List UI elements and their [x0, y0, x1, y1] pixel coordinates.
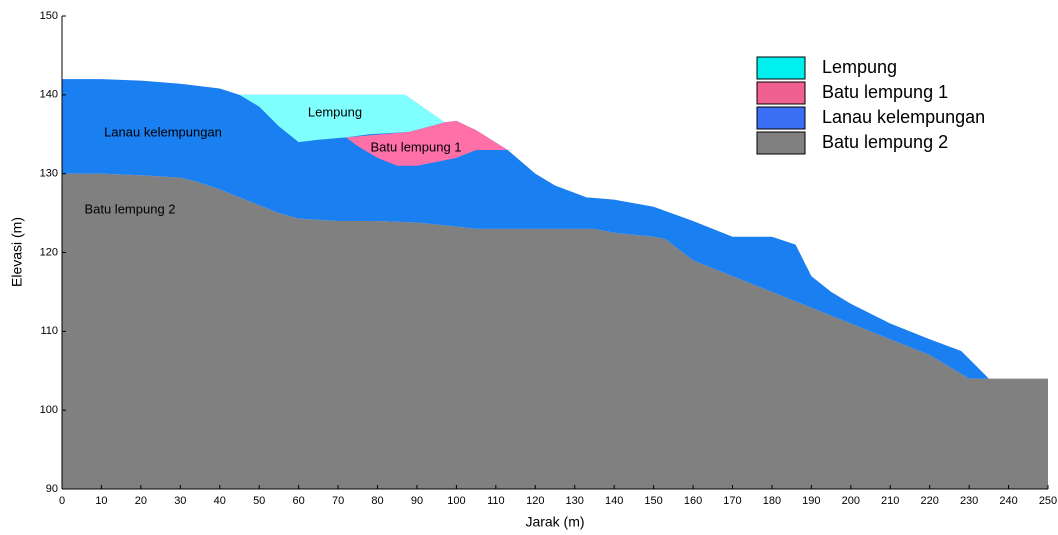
annotation: Batu lempung 2 — [84, 201, 175, 216]
x-tick-label: 220 — [921, 495, 939, 507]
annotation: Lempung — [308, 104, 362, 119]
x-tick-label: 10 — [95, 495, 107, 507]
y-axis-label: Elevasi (m) — [9, 217, 25, 287]
x-tick-label: 130 — [566, 495, 584, 507]
x-tick-label: 160 — [684, 495, 702, 507]
x-tick-label: 100 — [447, 495, 465, 507]
x-tick-label: 50 — [253, 495, 265, 507]
x-tick-label: 20 — [135, 495, 147, 507]
x-tick-label: 140 — [605, 495, 623, 507]
legend-label: Lempung — [822, 57, 897, 77]
x-tick-label: 190 — [802, 495, 820, 507]
legend-label: Batu lempung 1 — [822, 82, 948, 102]
x-tick-label: 150 — [644, 495, 662, 507]
x-tick-label: 250 — [1039, 495, 1057, 507]
x-tick-label: 200 — [842, 495, 860, 507]
x-tick-label: 180 — [763, 495, 781, 507]
y-tick-label: 120 — [40, 246, 58, 258]
y-tick-label: 110 — [40, 325, 58, 337]
x-tick-label: 0 — [59, 495, 65, 507]
y-tick-label: 140 — [40, 89, 58, 101]
x-tick-label: 210 — [881, 495, 899, 507]
legend-label: Batu lempung 2 — [822, 132, 948, 152]
legend-label: Lanau kelempungan — [822, 107, 985, 127]
x-tick-label: 70 — [332, 495, 344, 507]
y-tick-label: 90 — [46, 483, 58, 495]
legend-swatch — [757, 132, 805, 154]
x-tick-label: 230 — [960, 495, 978, 507]
x-tick-label: 40 — [214, 495, 226, 507]
legend-swatch — [757, 57, 805, 79]
x-tick-label: 80 — [371, 495, 383, 507]
chart: Jarak (m) Elevasi (m) 0 10 20 30 40 50 60 70 80 9… — [0, 0, 1058, 535]
legend-swatch — [757, 82, 805, 104]
x-tick-label: 30 — [174, 495, 186, 507]
x-tick-label: 240 — [999, 495, 1017, 507]
x-tick-label: 170 — [723, 495, 741, 507]
x-tick-label: 90 — [411, 495, 423, 507]
x-tick-label: 110 — [487, 495, 505, 507]
y-tick-label: 130 — [40, 168, 58, 180]
y-tick-label: 150 — [40, 10, 58, 22]
annotation: Lanau kelempungan — [104, 124, 222, 139]
x-tick-label: 120 — [526, 495, 544, 507]
x-axis-label: Jarak (m) — [525, 514, 584, 530]
x-tick-label: 60 — [293, 495, 305, 507]
annotation: Batu lempung 1 — [370, 139, 461, 154]
y-tick-label: 100 — [40, 404, 58, 416]
legend-swatch — [757, 107, 805, 129]
